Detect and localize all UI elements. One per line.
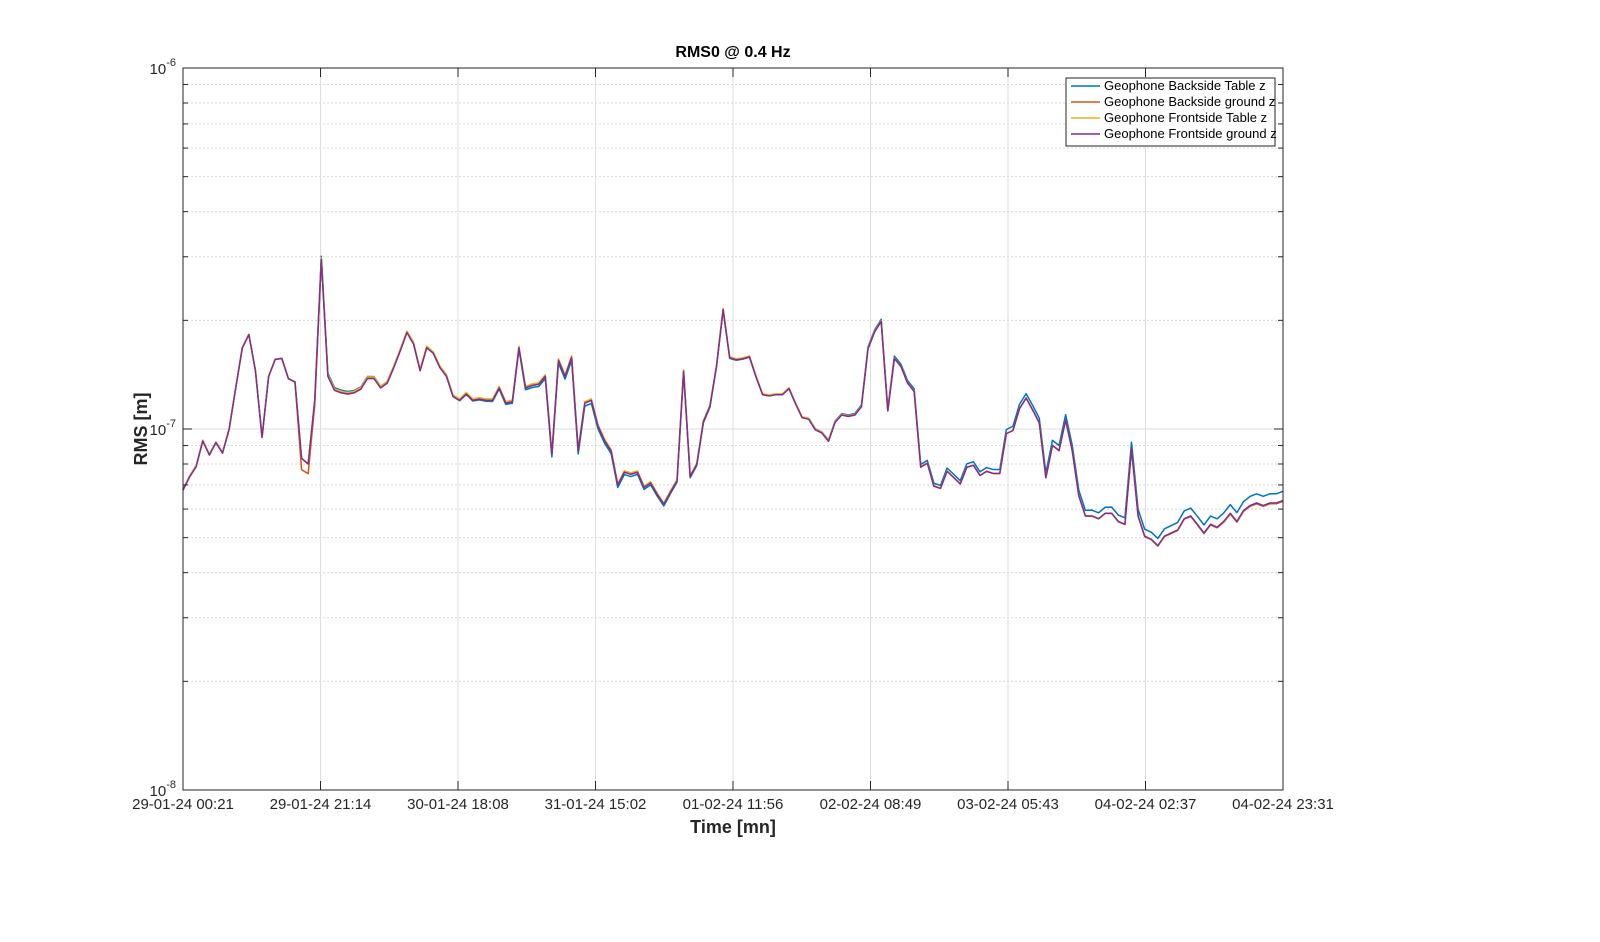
- chart-title: RMS0 @ 0.4 Hz: [675, 44, 790, 61]
- series-layer: [182, 255, 1284, 547]
- y-tick-labels: 10-6 10-7 10-8: [150, 57, 176, 800]
- x-tick-label: 04-02-24 02:37: [1095, 796, 1197, 813]
- y-tick-label: 10-6: [150, 57, 176, 78]
- x-tick-label: 03-02-24 05:43: [957, 796, 1059, 813]
- x-tick-label: 29-01-24 21:14: [270, 796, 372, 813]
- y-axis-label: RMS [m]: [131, 393, 151, 466]
- x-tick-label: 04-02-24 23:31: [1232, 796, 1334, 813]
- x-tick-labels: 29-01-24 00:21 29-01-24 21:14 30-01-24 18:…: [132, 796, 1334, 813]
- tick-marks: [182, 67, 1284, 791]
- x-tick-label: 02-02-24 08:49: [820, 796, 922, 813]
- series-line: [182, 258, 1284, 547]
- y-tick-label: 10-7: [150, 418, 176, 439]
- x-axis-label: Time [mn]: [690, 817, 776, 837]
- x-tick-label: 01-02-24 11:56: [683, 796, 784, 813]
- x-tick-label: 29-01-24 00:21: [132, 796, 234, 813]
- x-tick-label: 30-01-24 18:08: [407, 796, 509, 813]
- legend-box: [1065, 77, 1276, 147]
- major-grid: [183, 68, 1283, 790]
- y-tick-label: 10-8: [150, 779, 176, 800]
- legend-label: Geophone Backside ground z: [1104, 94, 1275, 109]
- x-tick-label: 31-01-24 15:02: [545, 796, 647, 813]
- legend-label: Geophone Frontside ground z: [1104, 126, 1277, 141]
- legend-label: Geophone Frontside Table z: [1104, 110, 1267, 125]
- legend-label: Geophone Backside Table z: [1104, 78, 1266, 93]
